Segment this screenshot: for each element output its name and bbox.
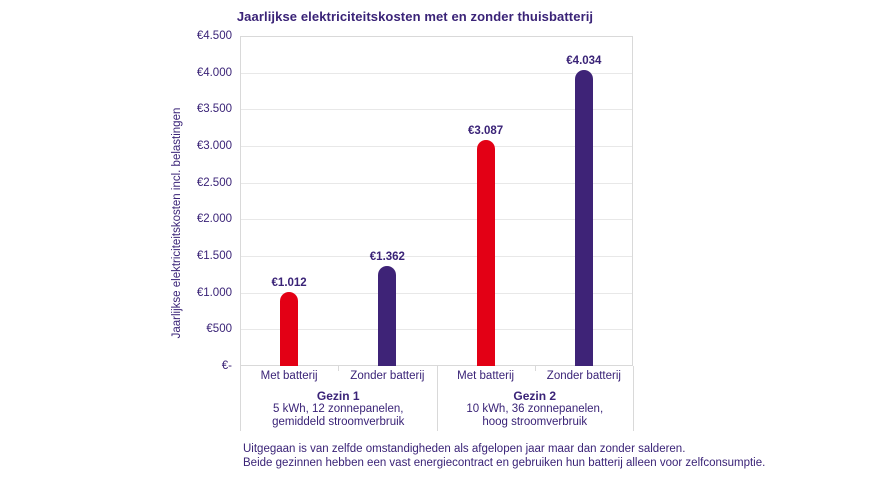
- y-tick-label: €1.500: [196, 250, 232, 262]
- y-tick-label: €2.000: [196, 213, 232, 226]
- group-description-line: gemiddeld stroomverbruik: [272, 416, 405, 428]
- category-tick: [338, 366, 339, 371]
- chart-title: Jaarlijkse elektriciteitskosten met en z…: [236, 9, 594, 24]
- category-label: Met batterij: [457, 370, 515, 382]
- y-tick-label: €4.000: [196, 66, 232, 79]
- y-tick-label: €500: [206, 323, 232, 336]
- group-description-line: 10 kWh, 36 zonnepanelen,: [466, 403, 604, 415]
- bar-value-label: €1.362: [369, 251, 405, 264]
- group-name: Gezin 1: [316, 389, 360, 403]
- category-label: Zonder batterij: [350, 370, 425, 382]
- footnote-line-2: Beide gezinnen hebben een vast energieco…: [243, 457, 766, 469]
- group-label-2: Gezin 2 10 kWh, 36 zonnepanelen, hoog stro…: [437, 390, 634, 429]
- group-divider-tick: [240, 366, 241, 431]
- y-tick-label: €4.500: [196, 30, 232, 42]
- group-name: Gezin 2: [513, 389, 557, 403]
- category-label: Zonder batterij: [546, 370, 621, 382]
- y-tick-label: €1.000: [196, 286, 232, 299]
- bar-value-label: €1.012: [271, 276, 307, 289]
- gridline: [241, 219, 632, 221]
- category-label: Met batterij: [260, 370, 318, 382]
- footnote: Uitgegaan is van zelfde omstandigheden a…: [243, 442, 765, 470]
- y-tick-label: €2.500: [196, 176, 232, 189]
- bar-met-batterij: [280, 291, 299, 366]
- gridline: [241, 256, 632, 257]
- y-tick-label: €3.000: [196, 140, 232, 152]
- bar-value-label: €4.034: [566, 55, 602, 68]
- bar-met-batterij: [476, 139, 495, 366]
- category-tick: [535, 366, 536, 371]
- gridline: [241, 146, 632, 147]
- gridline: [241, 182, 632, 184]
- gridline: [241, 72, 632, 74]
- group-divider-tick: [633, 366, 634, 431]
- group-description-line: 5 kWh, 12 zonnepanelen,: [273, 403, 404, 415]
- y-tick-label: €-: [221, 360, 232, 372]
- plot-area: [240, 36, 633, 366]
- group-divider-tick: [437, 366, 438, 431]
- bar-value-label: €3.087: [468, 124, 504, 137]
- gridline: [241, 329, 632, 331]
- gridline: [241, 109, 632, 111]
- bar-zonder-batterij: [378, 266, 397, 366]
- group-description-line: hoog stroomverbruik: [482, 416, 588, 428]
- y-tick-label: €3.500: [196, 103, 232, 116]
- gridline: [241, 292, 632, 294]
- bar-zonder-batterij: [574, 70, 593, 366]
- footnote-line-1: Uitgegaan is van zelfde omstandigheden a…: [243, 443, 686, 455]
